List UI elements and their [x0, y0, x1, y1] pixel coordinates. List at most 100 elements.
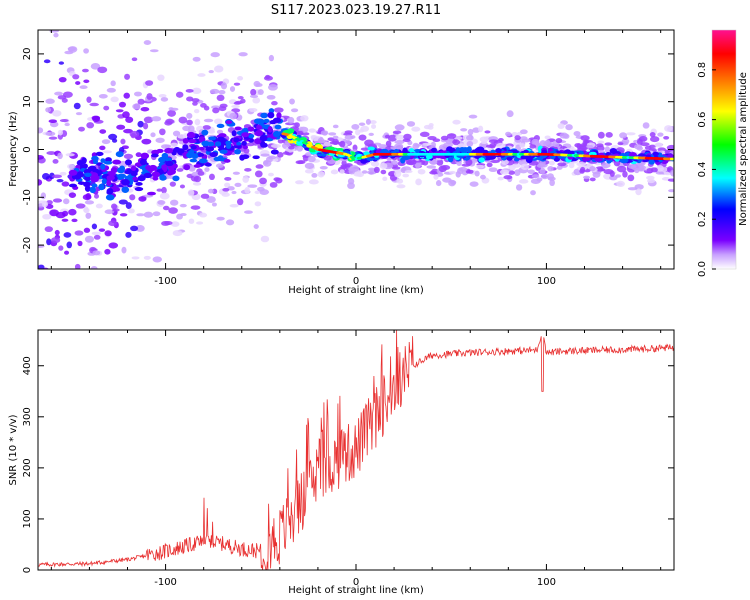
- heatmap-cell: [415, 162, 421, 169]
- heatmap-cell: [233, 82, 241, 86]
- spectrogram-ytick-label: 0: [22, 146, 33, 152]
- heatmap-cell: [113, 187, 121, 192]
- heatmap-cell: [419, 131, 430, 137]
- heatmap-cell: [84, 172, 92, 177]
- colorbar-gradient: [712, 30, 736, 269]
- heatmap-cell: [339, 169, 345, 174]
- heatmap-cell: [106, 288, 115, 292]
- heatmap-cell: [61, 218, 69, 222]
- heatmap-cell: [121, 179, 130, 186]
- heatmap-cell: [627, 187, 638, 191]
- heatmap-cell: [447, 156, 454, 163]
- heatmap-cell: [361, 170, 368, 174]
- heatmap-cell: [627, 174, 635, 182]
- heatmap-cell: [134, 186, 144, 192]
- heatmap-cell: [469, 181, 479, 187]
- heatmap-cell: [667, 154, 674, 158]
- snr-ytick-label: 100: [22, 509, 33, 528]
- heatmap-cell: [249, 107, 258, 113]
- heatmap-cell: [204, 162, 212, 167]
- heatmap-cell: [119, 165, 126, 172]
- heatmap-cell: [363, 151, 370, 156]
- heatmap-cell: [224, 182, 231, 188]
- heatmap-cell: [371, 124, 377, 129]
- heatmap-cell: [531, 138, 540, 146]
- heatmap-cell: [430, 141, 436, 148]
- heatmap-cell: [86, 96, 92, 103]
- heatmap-cell: [467, 128, 474, 136]
- heatmap-cell: [394, 124, 405, 131]
- heatmap-cell: [82, 194, 92, 201]
- heatmap-cell: [642, 122, 650, 129]
- heatmap-cell: [41, 200, 49, 208]
- heatmap-cell: [224, 176, 232, 181]
- heatmap-cell: [646, 175, 655, 180]
- heatmap-cell: [68, 208, 77, 216]
- heatmap-cell: [586, 144, 594, 149]
- spectrogram-xlabel: Height of straight line (km): [288, 285, 424, 296]
- heatmap-cell: [519, 129, 528, 135]
- heatmap-cell: [394, 170, 402, 178]
- heatmap-cell: [216, 129, 224, 135]
- heatmap-cell: [145, 164, 152, 171]
- heatmap-cell: [158, 156, 166, 163]
- heatmap-cell: [213, 65, 224, 73]
- heatmap-cell: [205, 146, 215, 152]
- heatmap-cell: [125, 231, 132, 238]
- spectrogram-ylabel: Frequency (Hz): [8, 111, 19, 187]
- heatmap-cell: [100, 158, 106, 163]
- heatmap-cell: [45, 131, 56, 137]
- heatmap-cell: [252, 155, 260, 160]
- heatmap-cell: [304, 162, 315, 169]
- heatmap-cell: [589, 166, 596, 172]
- heatmap-cell: [82, 163, 88, 169]
- heatmap-cell: [106, 188, 114, 195]
- heatmap-cell: [179, 203, 187, 208]
- heatmap-cell: [667, 178, 674, 182]
- heatmap-cell: [60, 271, 69, 278]
- heatmap-cell: [484, 130, 491, 134]
- heatmap-cell: [165, 157, 173, 162]
- heatmap-cell: [65, 153, 75, 157]
- heatmap-cell: [515, 184, 523, 191]
- heatmap-cell: [243, 210, 253, 214]
- heatmap-cell: [256, 118, 265, 125]
- heatmap-cell: [244, 167, 252, 172]
- heatmap-cell: [88, 165, 97, 171]
- heatmap-cell: [145, 80, 154, 86]
- heatmap-cell: [141, 138, 152, 145]
- heatmap-cell: [186, 119, 193, 126]
- heatmap-cell: [364, 139, 374, 147]
- heatmap-cell: [75, 203, 86, 209]
- heatmap-cell: [647, 178, 656, 184]
- heatmap-cell: [143, 40, 152, 45]
- heatmap-cell: [74, 263, 81, 269]
- heatmap-cell: [108, 220, 117, 227]
- heatmap-cell: [187, 125, 195, 133]
- heatmap-cell: [249, 94, 259, 98]
- heatmap-cell: [617, 142, 624, 146]
- heatmap-cell: [392, 130, 402, 135]
- heatmap-cell: [58, 61, 65, 65]
- heatmap-cell: [547, 176, 556, 181]
- snr-series-line: [38, 330, 674, 570]
- heatmap-cell: [179, 184, 186, 189]
- heatmap-cell: [396, 184, 406, 189]
- heatmap-cell: [153, 288, 158, 295]
- heatmap-cell: [544, 135, 551, 140]
- heatmap-cell: [425, 154, 433, 160]
- heatmap-cell: [395, 134, 405, 140]
- heatmap-cell: [276, 112, 282, 119]
- heatmap-cell: [104, 230, 112, 237]
- heatmap-cell: [368, 132, 374, 137]
- heatmap-cell: [233, 101, 242, 105]
- heatmap-cell: [287, 128, 295, 134]
- heatmap-cell: [63, 232, 72, 238]
- heatmap-cell: [360, 147, 370, 151]
- heatmap-cell: [576, 143, 582, 150]
- heatmap-cell: [115, 109, 124, 113]
- heatmap-cell: [488, 167, 498, 173]
- heatmap-cell: [191, 87, 202, 95]
